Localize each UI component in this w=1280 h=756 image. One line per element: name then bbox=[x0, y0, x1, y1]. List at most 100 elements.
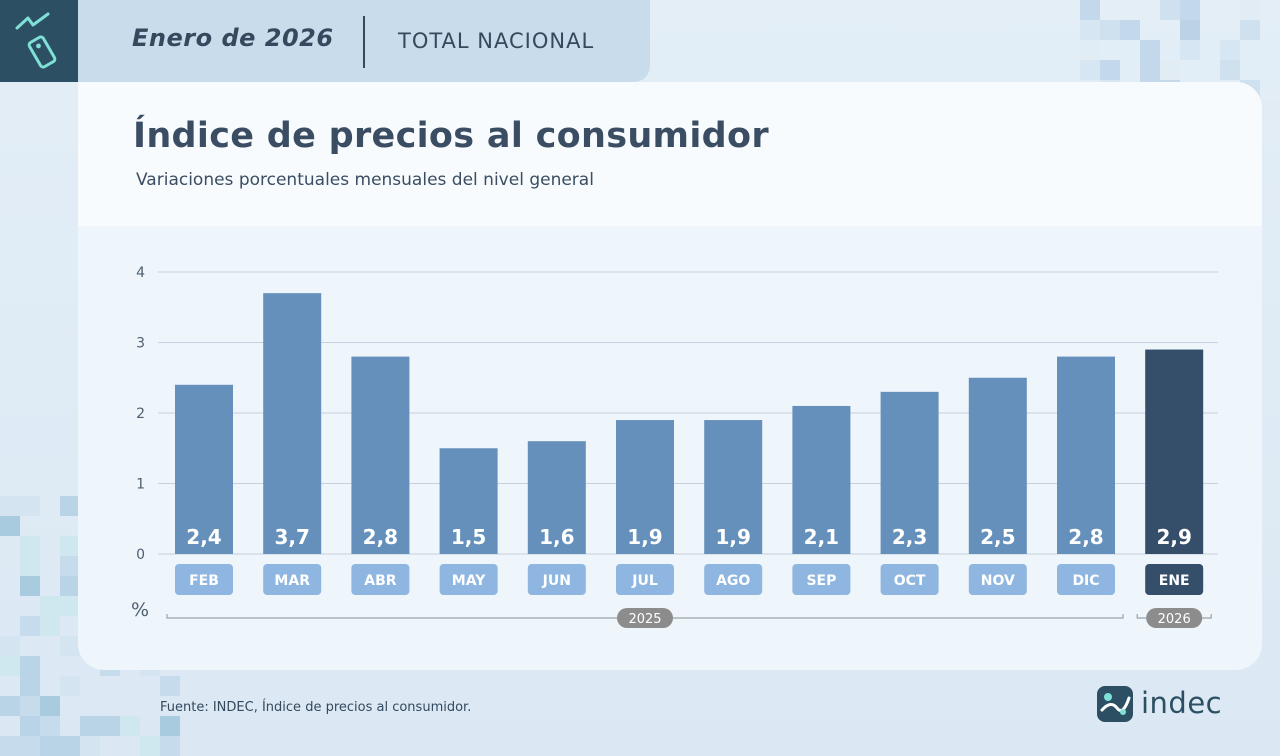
mosaic-tile bbox=[20, 696, 40, 716]
chart-subtitle: Variaciones porcentuales mensuales del n… bbox=[136, 170, 594, 190]
chart-card: Índice de precios al consumidor Variacio… bbox=[78, 82, 1262, 670]
month-label-box bbox=[1145, 564, 1204, 595]
y-axis-unit: % bbox=[131, 599, 149, 621]
year-label: 2026 bbox=[1158, 612, 1191, 627]
mosaic-tile bbox=[1100, 20, 1120, 40]
footer-source: Fuente: INDEC, Índice de precios al cons… bbox=[160, 700, 472, 715]
x-tick-label: NOV bbox=[981, 573, 1015, 589]
mosaic-tile bbox=[1080, 0, 1100, 20]
mosaic-tile bbox=[20, 676, 40, 696]
mosaic-tile bbox=[1160, 60, 1180, 80]
mosaic-tile bbox=[1180, 40, 1200, 60]
bar bbox=[968, 377, 1027, 554]
mosaic-tile bbox=[20, 536, 40, 556]
brand-name: indec bbox=[1141, 686, 1223, 720]
mosaic-tile bbox=[1220, 60, 1240, 80]
bar bbox=[880, 391, 939, 554]
mosaic-tile bbox=[60, 556, 80, 576]
chart-card-header: Índice de precios al consumidor Variacio… bbox=[78, 82, 1262, 226]
bar-value-label: 1,5 bbox=[451, 525, 486, 549]
price-tag-trend-icon bbox=[15, 12, 57, 69]
mosaic-tile bbox=[0, 496, 20, 516]
y-tick-label: 1 bbox=[136, 477, 145, 493]
y-tick-label: 0 bbox=[136, 547, 145, 563]
mosaic-tile bbox=[1140, 40, 1160, 60]
x-tick-label: DIC bbox=[1072, 573, 1099, 589]
month-label-box bbox=[527, 564, 586, 595]
month-label-box bbox=[792, 564, 851, 595]
mosaic-tile bbox=[1160, 0, 1180, 20]
mosaic-tile bbox=[20, 616, 40, 636]
mosaic-tile bbox=[60, 496, 80, 516]
bar bbox=[616, 420, 674, 554]
mosaic-tile bbox=[1080, 20, 1100, 40]
mosaic-tile bbox=[20, 656, 40, 676]
mosaic-tile bbox=[160, 736, 180, 756]
bar bbox=[175, 384, 233, 554]
x-tick-label: MAY bbox=[452, 573, 486, 589]
mosaic-tile bbox=[20, 496, 40, 516]
mosaic-tile bbox=[1080, 60, 1100, 80]
year-pill bbox=[617, 608, 673, 628]
month-label-box bbox=[351, 564, 410, 595]
bar-value-label: 2,3 bbox=[892, 525, 927, 549]
mosaic-tile bbox=[20, 716, 40, 736]
mosaic-tile bbox=[1120, 20, 1140, 40]
mosaic-tile bbox=[0, 656, 20, 676]
month-label-box bbox=[704, 564, 763, 595]
mosaic-tile bbox=[60, 596, 80, 616]
mosaic-tile bbox=[60, 636, 80, 656]
month-label-box bbox=[439, 564, 498, 595]
bar-value-label: 2,1 bbox=[804, 525, 839, 549]
month-label-box bbox=[1057, 564, 1115, 595]
mosaic-tile bbox=[60, 536, 80, 556]
y-tick-label: 3 bbox=[136, 336, 145, 352]
bar bbox=[1145, 349, 1204, 554]
brand-logo: indec bbox=[1097, 686, 1227, 724]
bar-value-label: 2,9 bbox=[1156, 525, 1191, 549]
bar bbox=[1057, 356, 1115, 554]
mosaic-tile bbox=[80, 736, 100, 756]
mosaic-tile bbox=[20, 556, 40, 576]
x-tick-label: ABR bbox=[364, 573, 397, 589]
mosaic-tile bbox=[1100, 60, 1120, 80]
mosaic-tile bbox=[1080, 40, 1100, 60]
x-tick-label: ENE bbox=[1159, 573, 1190, 589]
header-date: Enero de 2026 bbox=[132, 24, 334, 52]
mosaic-tile bbox=[60, 736, 80, 756]
bar bbox=[527, 441, 586, 554]
mosaic-tile bbox=[40, 616, 60, 636]
y-tick-label: 4 bbox=[136, 265, 145, 281]
mosaic-tile bbox=[1140, 60, 1160, 80]
mosaic-tile bbox=[40, 696, 60, 716]
mosaic-tile bbox=[40, 736, 60, 756]
y-tick-label: 2 bbox=[136, 406, 145, 422]
mosaic-tile bbox=[0, 736, 20, 756]
mosaic-tile bbox=[80, 716, 100, 736]
header-bar: Enero de 2026 TOTAL NACIONAL bbox=[78, 0, 650, 82]
bar-value-label: 1,6 bbox=[539, 525, 574, 549]
mosaic-tile bbox=[0, 696, 20, 716]
logo-box bbox=[0, 0, 78, 82]
mosaic-tile bbox=[0, 516, 20, 536]
bar-value-label: 1,9 bbox=[715, 525, 750, 549]
month-label-box bbox=[880, 564, 939, 595]
month-label-box bbox=[968, 564, 1027, 595]
mosaic-tile bbox=[1240, 0, 1260, 20]
mosaic-tile bbox=[100, 716, 120, 736]
x-tick-label: JUN bbox=[542, 573, 571, 589]
x-tick-label: FEB bbox=[189, 573, 219, 589]
mosaic-tile bbox=[1220, 40, 1240, 60]
mosaic-tile bbox=[60, 676, 80, 696]
bar bbox=[439, 448, 498, 554]
bar-chart: 0 1 2 3 4 2,4 FEB 3,7 MAR 2,8 ABR 1,5 MAY 1,6 JUN 1,9 JU… bbox=[131, 265, 1218, 628]
mosaic-tile bbox=[1240, 20, 1260, 40]
bar-value-label: 2,4 bbox=[186, 525, 221, 549]
bar-value-label: 2,5 bbox=[980, 525, 1015, 549]
mosaic-tile bbox=[120, 716, 140, 736]
mosaic-tile bbox=[160, 716, 180, 736]
mosaic-tile bbox=[140, 736, 160, 756]
mosaic-tile bbox=[1180, 0, 1200, 20]
mosaic-tile bbox=[40, 716, 60, 736]
bar bbox=[263, 293, 322, 554]
